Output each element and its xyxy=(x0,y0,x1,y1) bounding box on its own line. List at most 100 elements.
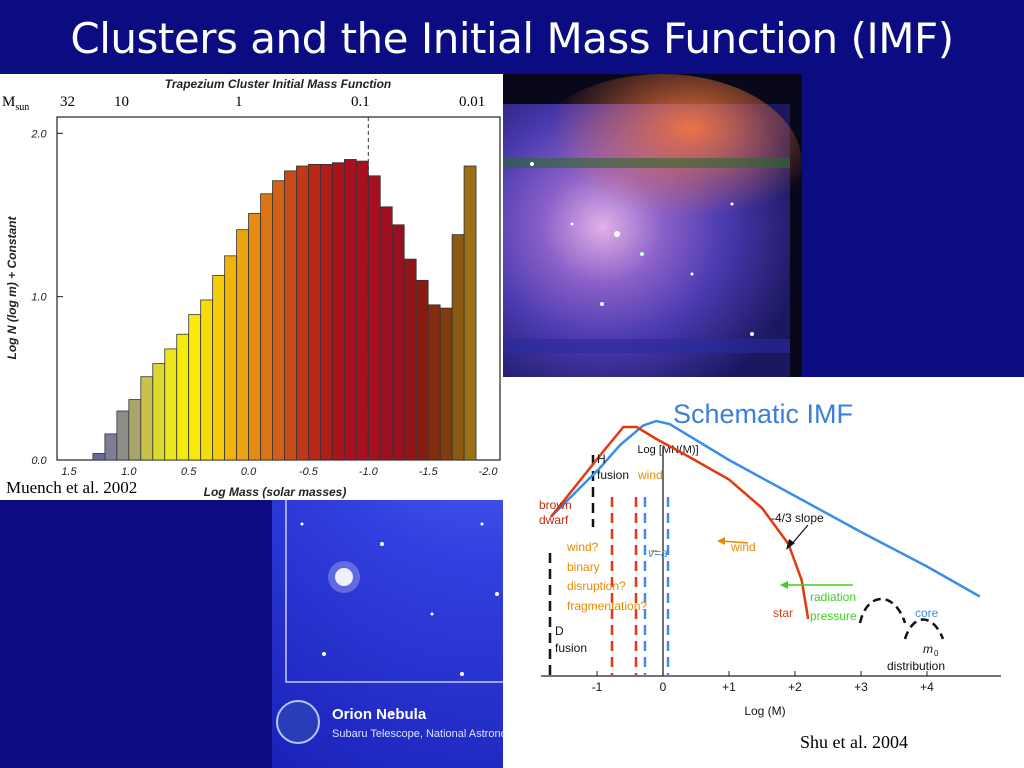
schematic-imf-chart: Schematic IMF Log [MN(M)] Log (M) -1 0 +1 +… xyxy=(539,399,1001,718)
histogram-bar xyxy=(415,279,429,461)
disruption-label: disruption? xyxy=(567,579,626,593)
h-fusion-label-2: fusion xyxy=(597,468,629,482)
y-tick-label: 2.0 xyxy=(30,128,47,140)
radiation-label: radiation xyxy=(810,590,856,604)
histogram-bar xyxy=(140,376,154,461)
x-tick-label: -1 xyxy=(592,680,603,694)
schematic-imf-panel: Schematic IMF Log [MN(M)] Log (M) -1 0 +1 +… xyxy=(503,377,1024,768)
core-distribution-bump-2 xyxy=(903,618,945,640)
histogram-bar xyxy=(224,255,237,461)
histogram-bar xyxy=(104,433,118,461)
histogram-bar xyxy=(427,304,441,461)
distribution-label: distribution xyxy=(887,659,945,673)
histogram-bar xyxy=(391,224,405,461)
mass-tick-10: 10 xyxy=(114,94,129,110)
histogram-bar xyxy=(92,453,106,461)
v-equals-a-label: v=a xyxy=(648,546,668,560)
m0-subscript: 0 xyxy=(934,649,939,658)
x-tick-label: 1.0 xyxy=(121,466,137,478)
x-ticks: -1 0 +1 +2 +3 +4 xyxy=(592,671,934,694)
x-tick-label: -2.0 xyxy=(479,466,499,478)
histogram-bar xyxy=(260,193,273,461)
x-axis-label: Log Mass (solar masses) xyxy=(204,485,347,499)
orion-caption: Orion Nebula Subaru Telescope, National … xyxy=(276,696,641,752)
histogram-bar xyxy=(403,258,417,461)
histogram-bar xyxy=(367,175,381,461)
histogram-bar xyxy=(343,159,357,461)
slope-arrowhead xyxy=(786,539,795,550)
mass-tick-32: 32 xyxy=(60,94,75,110)
y-tick-label: 0.0 xyxy=(31,455,47,467)
slide-title: Clusters and the Initial Mass Function (… xyxy=(70,14,954,63)
orion-caption-title: Orion Nebula xyxy=(332,706,427,723)
brown-dwarf-label-1: brown xyxy=(539,498,572,512)
x-tick-label: -0.5 xyxy=(299,466,319,478)
brown-dwarf-label-2: dwarf xyxy=(539,513,569,527)
trapezium-imf-panel: Trapezium Cluster Initial Mass Function … xyxy=(0,74,503,500)
histogram-bar xyxy=(236,229,249,461)
y-tick-label: 1.0 xyxy=(31,292,47,304)
x-tick-label: +1 xyxy=(722,680,736,694)
histogram-bar xyxy=(284,170,297,461)
binary-label: binary xyxy=(567,560,600,574)
credit-muench: Muench et al. 2002 xyxy=(2,476,198,500)
histogram-bar xyxy=(176,333,190,461)
histogram-bar xyxy=(463,165,477,461)
histogram-bar xyxy=(355,160,369,461)
x-tick-label: 0.0 xyxy=(241,466,257,478)
mass-tick-0.01: 0.01 xyxy=(459,94,486,110)
trapezium-imf-chart: Trapezium Cluster Initial Mass Function … xyxy=(5,77,501,499)
x-tick-label: -1.0 xyxy=(359,466,379,478)
histogram-bar xyxy=(152,363,166,461)
wind-q-label: wind? xyxy=(566,540,599,554)
slope-pointer xyxy=(790,524,809,546)
y-axis-label: Log N (log m) + Constant xyxy=(5,216,19,360)
x-tick-label: 0 xyxy=(660,680,667,694)
msun-label: Msun xyxy=(2,94,29,113)
schematic-title: Schematic IMF xyxy=(673,399,853,429)
core-label: core xyxy=(915,606,939,620)
star-label: star xyxy=(773,606,793,620)
m0-label: m xyxy=(923,642,933,656)
histogram-bar xyxy=(248,212,261,461)
subaru-logo xyxy=(276,700,320,744)
chart-title: Trapezium Cluster Initial Mass Function xyxy=(165,77,391,91)
radiation-arrowhead xyxy=(780,581,788,589)
h-fusion-label-1: H xyxy=(597,452,606,466)
histogram-bar xyxy=(439,307,453,461)
x-tick-label: 0.5 xyxy=(181,466,197,478)
histogram-bar xyxy=(212,275,226,461)
mass-tick-0.1: 0.1 xyxy=(351,94,370,110)
histogram-bar xyxy=(296,165,309,461)
stellar-mass-function-curve xyxy=(549,425,810,620)
histogram-bar xyxy=(308,163,321,461)
histogram-bar xyxy=(331,162,345,461)
histogram-bar xyxy=(128,399,142,461)
wind-top-label: wind xyxy=(637,468,663,482)
x-tick-label: +3 xyxy=(854,680,868,694)
x-tick-label: +4 xyxy=(920,680,934,694)
histogram-bar xyxy=(379,206,393,461)
fragmentation-label: fragmentation? xyxy=(567,599,647,613)
x-tick-label: 1.5 xyxy=(61,466,77,478)
d-fusion-label-2: fusion xyxy=(555,641,587,655)
core-mass-function-curve xyxy=(549,419,981,598)
x-axis-label: Log (M) xyxy=(744,704,785,718)
histogram-bar xyxy=(272,180,285,461)
wind-arrowhead xyxy=(717,537,725,545)
histogram-bar xyxy=(200,299,214,461)
histogram-bar xyxy=(116,410,130,461)
d-fusion-label-1: D xyxy=(555,624,564,638)
histogram-bar xyxy=(164,348,178,461)
core-distribution-bump-1 xyxy=(858,597,907,624)
histogram-bar xyxy=(188,314,202,461)
wind-mid-label: wind xyxy=(730,540,756,554)
histogram-bars xyxy=(92,159,477,461)
msun-main: M xyxy=(2,94,16,110)
pressure-label: pressure xyxy=(810,609,857,623)
axis-ticks: 1.5 1.0 0.5 0.0 -0.5 -1.0 -1.5 -2.0 0.0 1.0 2.0 xyxy=(30,128,498,478)
x-tick-label: -1.5 xyxy=(419,466,439,478)
wind-arrow xyxy=(720,540,749,544)
credit-shu: Shu et al. 2004 xyxy=(800,732,908,752)
mass-tick-1: 1 xyxy=(235,94,243,110)
